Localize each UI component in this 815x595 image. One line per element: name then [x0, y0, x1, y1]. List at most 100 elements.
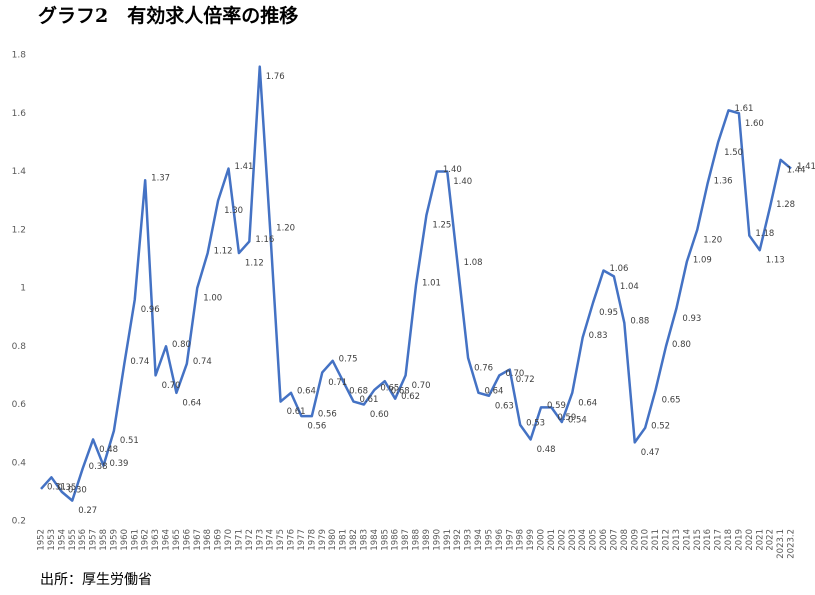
data-label: 0.65 [380, 383, 399, 393]
x-tick-label: 1983 [359, 529, 369, 551]
data-label: 1.44 [787, 165, 806, 175]
x-tick-label: 1962 [141, 529, 151, 551]
x-tick-label: 2021 [755, 529, 765, 551]
x-tick-label: 1969 [214, 529, 224, 551]
data-label: 1.00 [203, 294, 222, 304]
data-label: 0.60 [370, 410, 389, 420]
data-label: 0.64 [578, 398, 597, 408]
y-tick-label: 0.4 [12, 458, 27, 468]
x-tick-label: 1978 [307, 529, 317, 551]
x-tick-label: 2006 [599, 529, 609, 551]
x-tick-label: 1976 [287, 529, 297, 551]
x-tick-label: 1957 [89, 529, 99, 551]
x-tick-label: 1990 [432, 529, 442, 551]
x-tick-label: 1991 [443, 529, 453, 551]
x-tick-label: 1977 [297, 529, 307, 551]
data-label: 0.76 [474, 363, 493, 373]
x-tick-label: 2018 [724, 529, 734, 551]
x-tick-label: 2012 [662, 529, 672, 551]
x-tick-label: 1963 [151, 529, 161, 551]
data-label: 0.39 [110, 459, 129, 469]
data-label: 1.40 [453, 177, 472, 187]
data-label: 0.68 [391, 387, 410, 397]
data-label: 1.41 [797, 162, 815, 172]
data-label: 0.59 [547, 401, 566, 411]
data-label: 0.63 [495, 401, 514, 411]
x-tick-label: 2004 [578, 529, 588, 551]
x-tick-label: 2002 [557, 529, 567, 551]
x-tick-label: 1980 [328, 529, 338, 551]
data-label: 1.36 [714, 177, 733, 187]
data-label: 0.31 [47, 482, 66, 492]
x-tick-label: 1954 [57, 529, 67, 551]
x-tick-label: 1955 [68, 529, 78, 551]
data-label: 0.64 [297, 386, 316, 396]
data-label: 0.62 [401, 392, 420, 402]
x-tick-label: 1996 [495, 529, 505, 551]
x-tick-label: 1992 [453, 529, 463, 551]
y-tick-label: 1.4 [12, 167, 27, 177]
data-label: 0.70 [162, 381, 181, 391]
x-tick-label: 1989 [422, 529, 432, 551]
data-label: 0.70 [412, 381, 431, 391]
x-tick-label: 1965 [172, 529, 182, 551]
data-label: 1.61 [735, 104, 754, 114]
data-label: 1.08 [464, 258, 483, 268]
x-tick-label: 2003 [568, 529, 578, 551]
x-tick-label: 1979 [318, 529, 328, 551]
x-tick-label: 2007 [609, 529, 619, 551]
data-label: 0.80 [672, 340, 691, 350]
data-label: 1.04 [620, 282, 639, 292]
data-label: 1.20 [703, 235, 722, 245]
data-label: 0.48 [99, 445, 118, 455]
data-label: 1.76 [266, 72, 285, 82]
data-label: 1.13 [766, 256, 785, 266]
x-tick-label: 1999 [526, 529, 536, 551]
data-label: 1.28 [776, 200, 795, 210]
data-label: 1.06 [610, 264, 629, 274]
data-label: 0.61 [287, 407, 306, 417]
x-tick-label: 1967 [193, 529, 203, 551]
x-tick-label: 2011 [651, 529, 661, 551]
data-label: 0.56 [318, 410, 337, 420]
data-label: 0.30 [68, 485, 87, 495]
data-label: 0.88 [630, 316, 649, 326]
x-tick-label: 1987 [401, 529, 411, 551]
x-tick-label: 1994 [474, 529, 484, 551]
source-note: 出所：厚生労働省 [40, 572, 152, 588]
x-tick-label: 2020 [745, 529, 755, 551]
x-tick-label: 1973 [255, 529, 265, 551]
data-label: 0.74 [130, 357, 149, 367]
x-tick-label: 1984 [370, 529, 380, 551]
x-tick-label: 1960 [120, 529, 130, 551]
data-label: 0.54 [568, 415, 587, 425]
x-tick-label: 1995 [484, 529, 494, 551]
data-label: 0.27 [78, 506, 97, 516]
data-label: 0.68 [349, 387, 368, 397]
x-tick-label: 1956 [78, 529, 88, 551]
data-label: 0.96 [141, 305, 160, 315]
chart-title: グラフ2 有効求人倍率の推移 [38, 4, 298, 27]
data-label: 0.48 [537, 445, 556, 455]
data-label: 1.25 [432, 221, 451, 231]
data-label: 0.70 [505, 369, 524, 379]
x-tick-label: 1964 [162, 529, 172, 551]
data-label: 0.93 [682, 314, 701, 324]
data-label: 0.51 [120, 436, 139, 446]
data-label: 0.75 [339, 354, 358, 364]
data-label: 1.20 [276, 223, 295, 233]
data-label: 0.95 [599, 308, 618, 318]
x-tick-label: 2023.2 [787, 529, 797, 559]
x-tick-label: 2016 [703, 529, 713, 551]
data-line [40, 65, 792, 502]
x-tick-label: 1959 [109, 529, 119, 551]
data-label: 0.80 [172, 340, 191, 350]
x-tick-label: 1961 [130, 529, 140, 551]
data-label: 1.12 [214, 247, 233, 257]
y-tick-label: 0.8 [12, 342, 27, 352]
x-tick-label: 1982 [349, 529, 359, 551]
data-label: 0.71 [328, 378, 347, 388]
data-label: 1.60 [745, 119, 764, 129]
x-tick-label: 1953 [47, 529, 57, 551]
